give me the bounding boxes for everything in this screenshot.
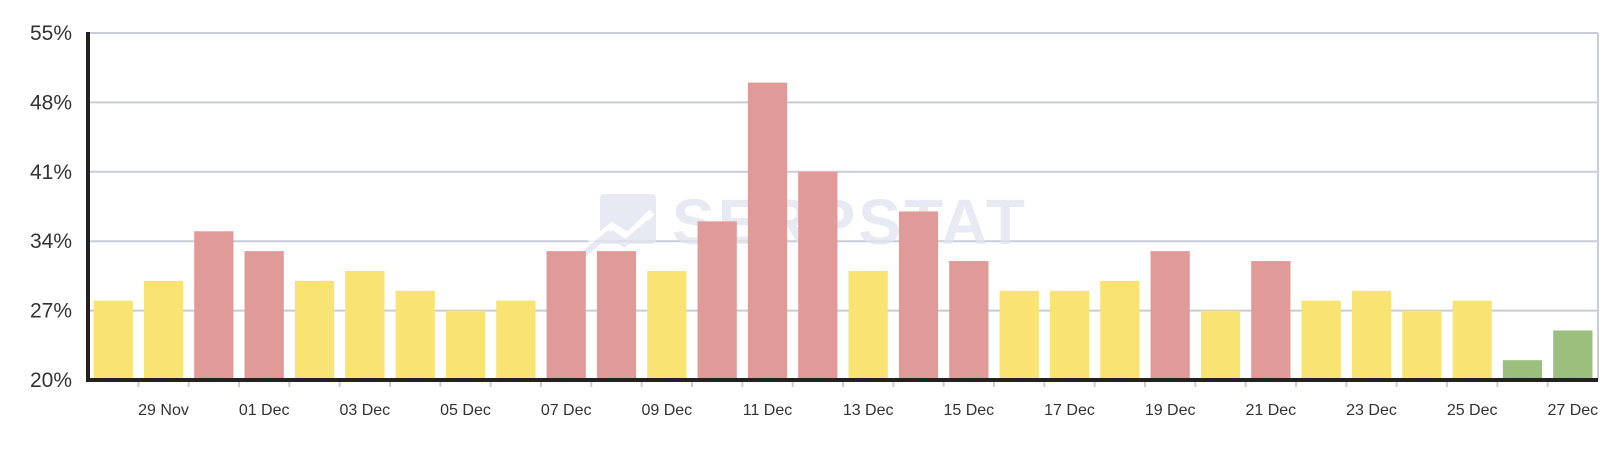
bar-07-dec[interactable] (546, 251, 586, 380)
y-tick-label: 27% (30, 300, 72, 323)
bar-11-dec[interactable] (747, 82, 788, 381)
bar-09-dec[interactable] (647, 270, 687, 380)
x-tick-label: 01 Dec (239, 402, 290, 419)
x-tick-label: 03 Dec (339, 402, 390, 419)
bar-05-dec[interactable] (445, 310, 486, 380)
bar-28-nov[interactable] (93, 300, 133, 380)
bar-27-dec[interactable] (1553, 330, 1593, 380)
x-tick-label: 21 Dec (1245, 402, 1296, 419)
x-tick-label: 25 Dec (1447, 402, 1498, 419)
y-tick-label: 48% (30, 91, 72, 114)
x-tick-label: 13 Dec (843, 402, 894, 419)
bar-04-dec[interactable] (395, 290, 435, 380)
y-tick-labels: 20% 27% 34% 41% 48% 55% (30, 22, 72, 392)
x-tick-label: 15 Dec (943, 402, 994, 419)
bar-15-dec[interactable] (949, 261, 989, 380)
bar-16-dec[interactable] (999, 290, 1039, 380)
y-tick-label: 41% (30, 161, 72, 184)
bar-13-dec[interactable] (848, 270, 888, 380)
bar-30-nov[interactable] (194, 231, 234, 380)
y-tick-label: 20% (30, 369, 72, 392)
bar-21-dec[interactable] (1251, 261, 1291, 380)
x-tick-label: 29 Nov (138, 402, 189, 419)
bar-26-dec[interactable] (1502, 360, 1543, 380)
axes (86, 32, 1598, 387)
bar-06-dec[interactable] (496, 300, 536, 380)
x-tick-label: 11 Dec (743, 402, 793, 419)
bar-01-dec[interactable] (244, 251, 284, 380)
x-tick-label: 07 Dec (541, 402, 592, 419)
bar-14-dec[interactable] (898, 211, 939, 380)
bar-03-dec[interactable] (345, 270, 385, 380)
bar-25-dec[interactable] (1452, 300, 1492, 380)
bar-22-dec[interactable] (1301, 300, 1341, 380)
x-tick-label: 19 Dec (1145, 402, 1196, 419)
x-tick-label: 23 Dec (1346, 402, 1397, 419)
bar-08-dec[interactable] (596, 251, 637, 380)
bar-19-dec[interactable] (1150, 251, 1190, 380)
bars (93, 82, 1593, 381)
bar-10-dec[interactable] (697, 221, 737, 380)
bar-12-dec[interactable] (798, 171, 838, 380)
x-tick-labels: 29 Nov 01 Dec 03 Dec 05 Dec 07 Dec 09 Dec 11 D… (138, 402, 1598, 419)
bar-02-dec[interactable] (294, 280, 335, 380)
x-tick-label: 05 Dec (440, 402, 491, 419)
bar-20-dec[interactable] (1200, 310, 1241, 380)
y-tick-label: 55% (30, 22, 72, 45)
serpstat-logo-icon (582, 194, 656, 257)
bar-23-dec[interactable] (1351, 290, 1392, 380)
y-tick-label: 34% (30, 230, 72, 253)
bar-18-dec[interactable] (1100, 280, 1140, 380)
bar-24-dec[interactable] (1402, 310, 1442, 380)
x-tick-label: 17 Dec (1044, 402, 1095, 419)
bar-29-nov[interactable] (143, 280, 184, 380)
x-tick-label: 09 Dec (641, 402, 692, 419)
bar-17-dec[interactable] (1049, 290, 1090, 380)
x-tick-label: 27 Dec (1547, 402, 1598, 419)
